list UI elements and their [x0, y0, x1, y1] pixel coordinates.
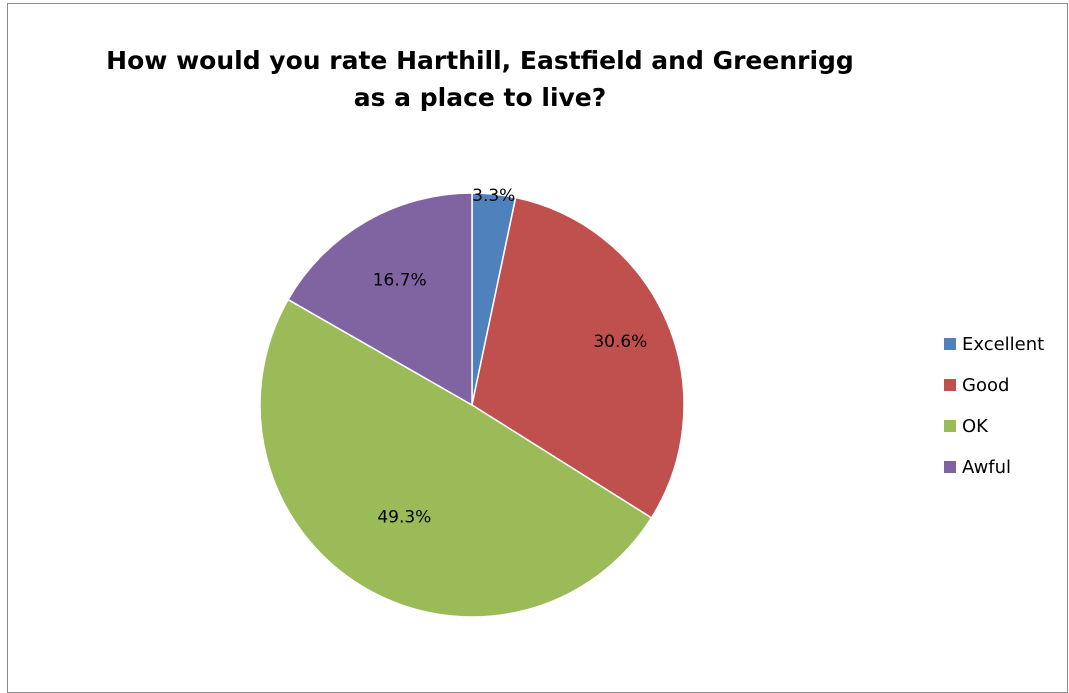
- pie-slice-awful: [287, 192, 473, 407]
- chart-title: How would you rate Harthill, Eastfield a…: [106, 46, 854, 112]
- data-label-excellent: 3.3%: [472, 186, 515, 206]
- legend-swatch: [944, 461, 956, 473]
- legend-item-ok: OK: [944, 412, 1044, 440]
- pie-slice-ok: [259, 298, 653, 618]
- legend-item-excellent: Excellent: [944, 330, 1044, 358]
- legend-label: Awful: [962, 456, 1012, 478]
- data-label-ok: 49.3%: [377, 508, 431, 528]
- legend-swatch: [944, 338, 956, 350]
- legend: Excellent Good OK Awful: [944, 330, 1044, 494]
- legend-label: OK: [962, 415, 988, 437]
- legend-item-awful: Awful: [944, 453, 1044, 481]
- legend-label: Good: [962, 374, 1010, 396]
- legend-label: Excellent: [962, 333, 1045, 355]
- legend-item-good: Good: [944, 371, 1044, 399]
- legend-swatch: [944, 420, 956, 432]
- legend-swatch: [944, 379, 956, 391]
- data-label-awful: 16.7%: [373, 270, 427, 290]
- data-label-good: 30.6%: [593, 332, 647, 352]
